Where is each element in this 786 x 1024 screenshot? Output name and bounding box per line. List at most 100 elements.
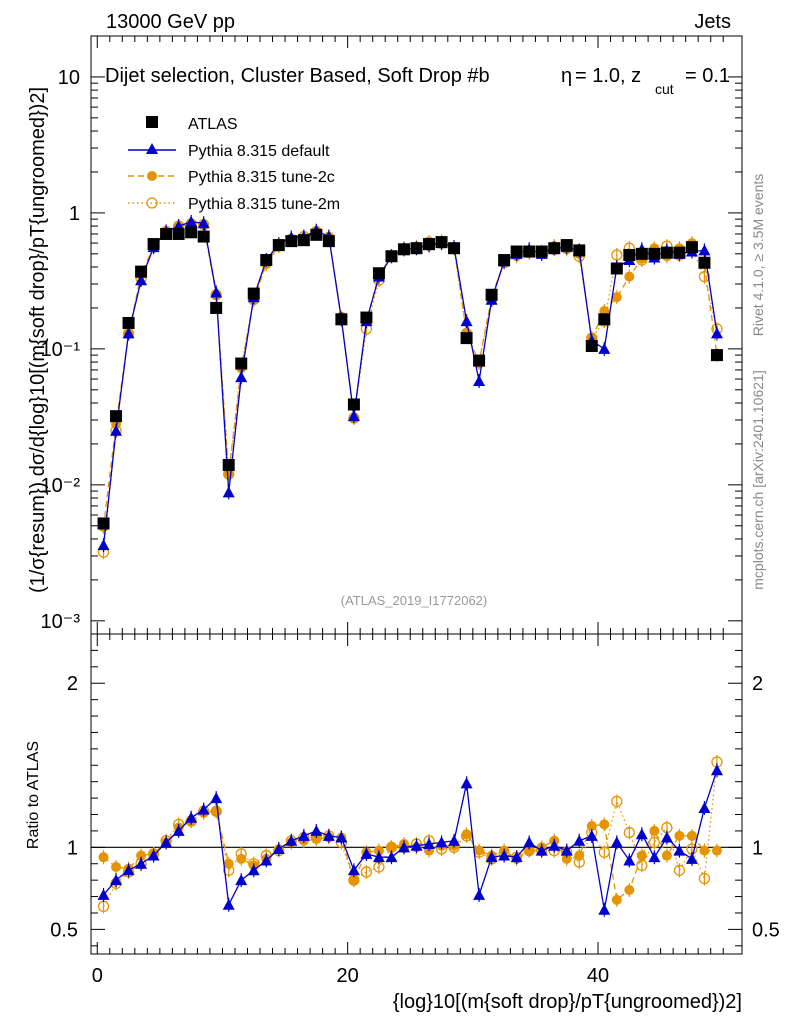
main-pythia-8-315-default-point: [122, 327, 135, 339]
main-pythia-8-315-default-point: [347, 410, 360, 422]
main-atlas-point: [673, 246, 686, 259]
title-beta-value: = 1.0, z: [575, 65, 641, 87]
ratio-pythia-8-315-default-point: [272, 842, 285, 854]
ratio-pythia-8-315-default-point: [135, 857, 148, 869]
ratio-pythia-8-315-tune-2c-point: [661, 850, 672, 861]
ratio-pythia-8-315-default-point: [97, 888, 110, 900]
ratio-pythia-8-315-default-point: [160, 836, 173, 848]
ratio-pythia-8-315-tune-2c-point: [111, 862, 122, 873]
ratio-pythia-8-315-default-point: [110, 874, 123, 886]
side-label-mcplots: mcplots.cern.ch [arXiv:2401.10621]: [750, 370, 766, 589]
main-pythia-8-315-default-point: [698, 244, 711, 256]
main-atlas-point: [360, 311, 373, 324]
main-atlas-point: [247, 287, 260, 300]
main-atlas-point: [385, 250, 398, 263]
ratio-pythia-8-315-tune-2m-point: [623, 826, 635, 839]
main-atlas-point: [523, 245, 536, 258]
main-atlas-point: [598, 313, 611, 326]
main-atlas-point: [272, 239, 285, 252]
ratio-pythia-8-315-tune-2c-point: [524, 845, 535, 856]
ratio-pythia-8-315-default-point: [548, 839, 561, 851]
main-series-layer: [97, 214, 723, 560]
main-atlas-point: [97, 517, 110, 530]
legend-tune2m-label: Pythia 8.315 tune-2m: [188, 196, 340, 213]
ratio-pythia-8-315-default-point: [473, 888, 486, 900]
main-pythia-8-315-default-point: [185, 215, 198, 227]
ratio-pythia-8-315-default-point: [685, 852, 698, 864]
main-atlas-point: [535, 245, 548, 258]
ratio-pythia-8-315-default-point: [673, 844, 686, 856]
y-tick-label-ratio-right: 0.5: [752, 919, 780, 941]
ratio-pythia-8-315-default-point: [385, 851, 398, 863]
title-main: Dijet selection, Cluster Based, Soft Dro…: [105, 65, 490, 87]
y-tick-label-main: 1: [69, 203, 80, 225]
x-tick-label: 20: [337, 965, 359, 987]
ratio-pythia-8-315-tune-2c-point: [474, 845, 485, 856]
ratio-pythia-8-315-default-point: [297, 829, 310, 841]
main-atlas-point: [548, 242, 561, 255]
main-atlas-point: [285, 235, 298, 248]
ratio-pythia-8-315-tune-2c-point: [711, 845, 722, 856]
main-atlas-point: [372, 267, 385, 280]
ratio-pythia-8-315-default-point: [347, 864, 360, 876]
main-atlas-point: [660, 246, 673, 259]
main-pythia-8-315-default-point: [473, 375, 486, 387]
legend-atlas-label: ATLAS: [188, 116, 238, 133]
y-axis-title-main-text: (1/σ{resum}) dσ/d{log}10[(m{soft drop}/p…: [27, 87, 49, 593]
main-pythia-8-315-tune-2c-line: [102, 223, 718, 528]
main-atlas-point: [235, 357, 248, 370]
ratio-pythia-8-315-default-point: [560, 844, 573, 856]
header-right-label: Jets: [694, 11, 731, 33]
main-atlas-point: [510, 245, 523, 258]
main-atlas-point: [297, 234, 310, 247]
ratio-pythia-8-315-tune-2c-point: [98, 852, 109, 863]
main-atlas-point: [710, 349, 723, 362]
ratio-pythia-8-315-default-point: [122, 864, 135, 876]
ratio-pythia-8-315-default-point: [498, 849, 511, 861]
y-tick-label-main: 10⁻²: [41, 475, 81, 497]
ratio-pythia-8-315-default-point: [585, 829, 598, 841]
ratio-pythia-8-315-tune-2c-point: [211, 806, 222, 817]
title-zcut-value: = 0.1: [685, 65, 730, 87]
main-pythia-8-315-default-point: [598, 342, 611, 354]
main-pythia-8-315-tune-2c-point: [611, 292, 622, 303]
ratio-pythia-8-315-default-point: [698, 801, 711, 813]
legend-tune2m-marker: [146, 197, 158, 209]
ratio-pythia-8-315-tune-2c-point: [649, 825, 660, 836]
main-atlas-point: [560, 239, 573, 252]
ratio-pythia-8-315-default-point: [510, 851, 523, 863]
ratio-pythia-8-315-tune-2m-point: [698, 872, 711, 885]
ratio-pythia-8-315-default-point: [285, 834, 298, 846]
main-atlas-point: [573, 244, 586, 257]
main-atlas-point: [110, 410, 123, 423]
ratio-pythia-8-315-tune-2c-point: [586, 821, 597, 831]
main-pythia-8-315-default-point: [710, 327, 723, 339]
ratio-pythia-8-315-tune-2c-point: [624, 885, 635, 895]
ratio-pythia-8-315-tune-2c-point: [599, 819, 610, 830]
main-atlas-point: [410, 242, 423, 255]
main-atlas-point: [322, 235, 335, 248]
ratio-pythia-8-315-default-point: [610, 836, 623, 848]
main-pythia-8-315-default-point: [135, 274, 148, 286]
main-atlas-point: [310, 228, 323, 241]
ratio-pythia-8-315-default-point: [573, 834, 586, 846]
y-tick-label-main: 10⁻³: [41, 611, 81, 633]
header-left-label: 13000 GeV pp: [106, 11, 235, 33]
axis-ticks: 0 20 40 10⁻³ 10⁻² 10⁻¹ 1 10 0.5 0.5 1 1 2 2: [41, 36, 780, 987]
ratio-pythia-8-315-default-point: [310, 824, 323, 836]
ratio-pythia-8-315-default-point: [260, 854, 273, 866]
analysis-watermark: (ATLAS_2019_I1772062): [341, 593, 487, 608]
main-atlas-point: [698, 256, 711, 269]
ratio-pythia-8-315-default-point: [423, 838, 436, 850]
main-atlas-point: [147, 238, 160, 251]
ratio-pythia-8-315-tune-2c-point: [699, 845, 710, 856]
ratio-pythia-8-315-default-point: [635, 828, 648, 840]
ratio-pythia-8-315-default-point: [247, 864, 260, 876]
main-atlas-point: [648, 247, 661, 260]
legend-default-marker: [146, 143, 158, 154]
ratio-pythia-8-315-default-point: [660, 831, 673, 843]
main-atlas-point: [197, 230, 210, 243]
main-atlas-point: [335, 313, 348, 326]
main-pythia-8-315-default-point: [222, 486, 235, 498]
